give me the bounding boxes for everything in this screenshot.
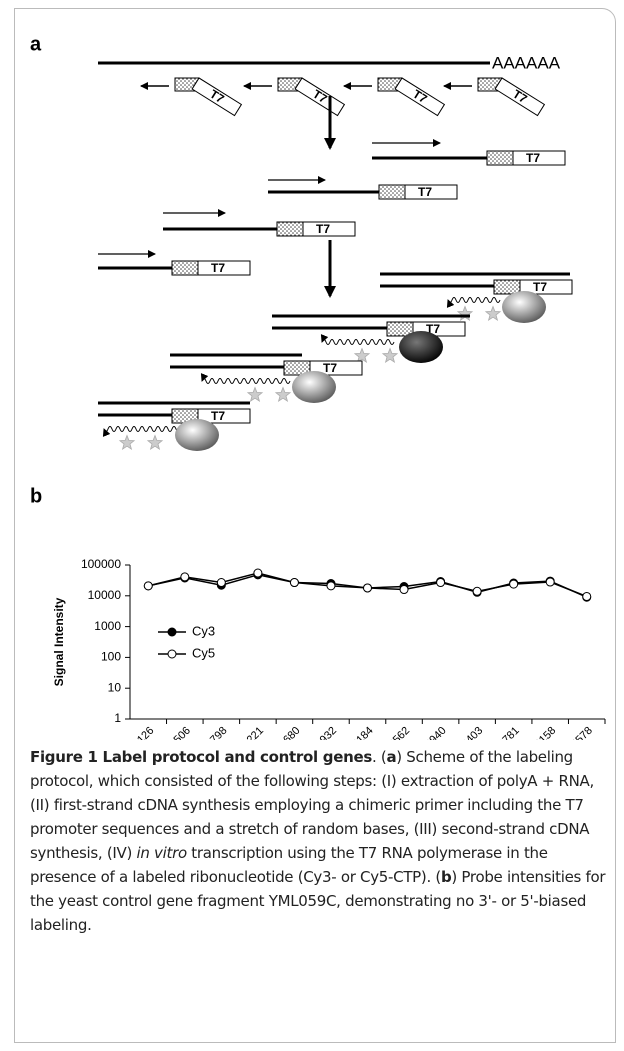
rna-transcript <box>102 426 181 437</box>
y-tick-label: 1 <box>114 711 121 725</box>
rna-transcript <box>446 297 501 308</box>
marker <box>253 568 263 578</box>
polymerase <box>502 291 546 323</box>
random-stretch <box>378 184 406 200</box>
polymerase <box>175 419 219 451</box>
t7-label: T7 <box>211 261 225 275</box>
legend-label: Cy3 <box>192 623 215 638</box>
caption-text: . ( <box>371 748 387 766</box>
t7-box <box>197 260 251 276</box>
y-tick-label: 10000 <box>88 588 122 602</box>
t7-box <box>394 77 446 117</box>
label-star <box>118 434 136 451</box>
t7-label: T7 <box>310 87 330 106</box>
label-star <box>381 347 399 364</box>
label-star <box>146 434 164 451</box>
t7-box <box>519 279 573 295</box>
y-tick-label: 100 <box>101 650 121 664</box>
marker <box>509 579 519 589</box>
legend-label: Cy5 <box>192 645 215 660</box>
t7-box <box>494 77 546 117</box>
t7-box <box>197 408 251 424</box>
random-stretch <box>493 279 521 295</box>
legend-marker <box>167 627 177 637</box>
t7-label: T7 <box>207 87 227 106</box>
figure-frame <box>14 8 616 1043</box>
t7-box <box>404 184 458 200</box>
panel-label: a <box>30 33 42 55</box>
random-stretch <box>276 221 304 237</box>
polymerase <box>399 331 443 363</box>
y-tick-label: 1000 <box>94 619 121 633</box>
y-tick-label: 100000 <box>81 557 121 571</box>
t7-label: T7 <box>323 361 337 375</box>
label-star <box>456 305 474 322</box>
caption-text: b <box>440 868 452 886</box>
rna-transcript <box>200 373 291 384</box>
t7-label: T7 <box>316 222 330 236</box>
caption-text: a <box>386 748 397 766</box>
marker <box>363 583 372 593</box>
tilted-primer: T7 <box>494 77 546 117</box>
marker <box>180 572 190 582</box>
t7-label: T7 <box>418 185 432 199</box>
tilted-primer: T7 <box>294 77 346 117</box>
t7-box <box>191 77 243 117</box>
caption-text: transcription using the T7 RNA polymeras… <box>30 844 548 886</box>
tilted-primer: T7 <box>191 77 243 117</box>
caption-text: ) Probe intensities for the yeast contro… <box>30 868 606 934</box>
marker <box>289 578 299 588</box>
t7-box <box>309 360 363 376</box>
x-tick-label: ORY_C1-126 <box>101 725 156 740</box>
t7-box <box>512 150 566 166</box>
marker <box>472 586 482 596</box>
caption-text: ) Scheme of the labeling protocol, which… <box>30 748 594 862</box>
random-stretch <box>171 260 199 276</box>
y-axis-title: Signal Intensity <box>52 597 66 686</box>
polymerase <box>292 371 336 403</box>
label-star <box>353 347 371 364</box>
marker <box>582 591 592 601</box>
marker <box>399 585 409 595</box>
caption: Figure 1 Label protocol and control gene… <box>30 745 612 937</box>
tilted-primer: T7 <box>394 77 446 117</box>
caption-text: in vitro <box>136 844 188 862</box>
t7-label: T7 <box>533 280 547 294</box>
t7-label: T7 <box>211 409 225 423</box>
marker <box>436 578 446 588</box>
random-stretch <box>486 150 514 166</box>
panel-label: b <box>30 485 42 507</box>
t7-label: T7 <box>410 87 430 106</box>
poly-a: AAAAAA <box>492 53 561 72</box>
label-star <box>484 305 502 322</box>
label-star <box>274 386 292 403</box>
rna-transcript <box>320 334 395 345</box>
t7-label: T7 <box>526 151 540 165</box>
legend-marker <box>167 649 177 659</box>
marker <box>326 581 336 591</box>
caption-title: Figure 1 Label protocol and control gene… <box>30 748 372 766</box>
t7-label: T7 <box>510 87 530 106</box>
marker <box>216 578 226 588</box>
t7-box <box>294 77 346 117</box>
t7-box <box>302 221 356 237</box>
label-star <box>246 386 264 403</box>
marker <box>143 581 153 591</box>
y-tick-label: 10 <box>108 680 122 694</box>
marker <box>545 577 555 587</box>
